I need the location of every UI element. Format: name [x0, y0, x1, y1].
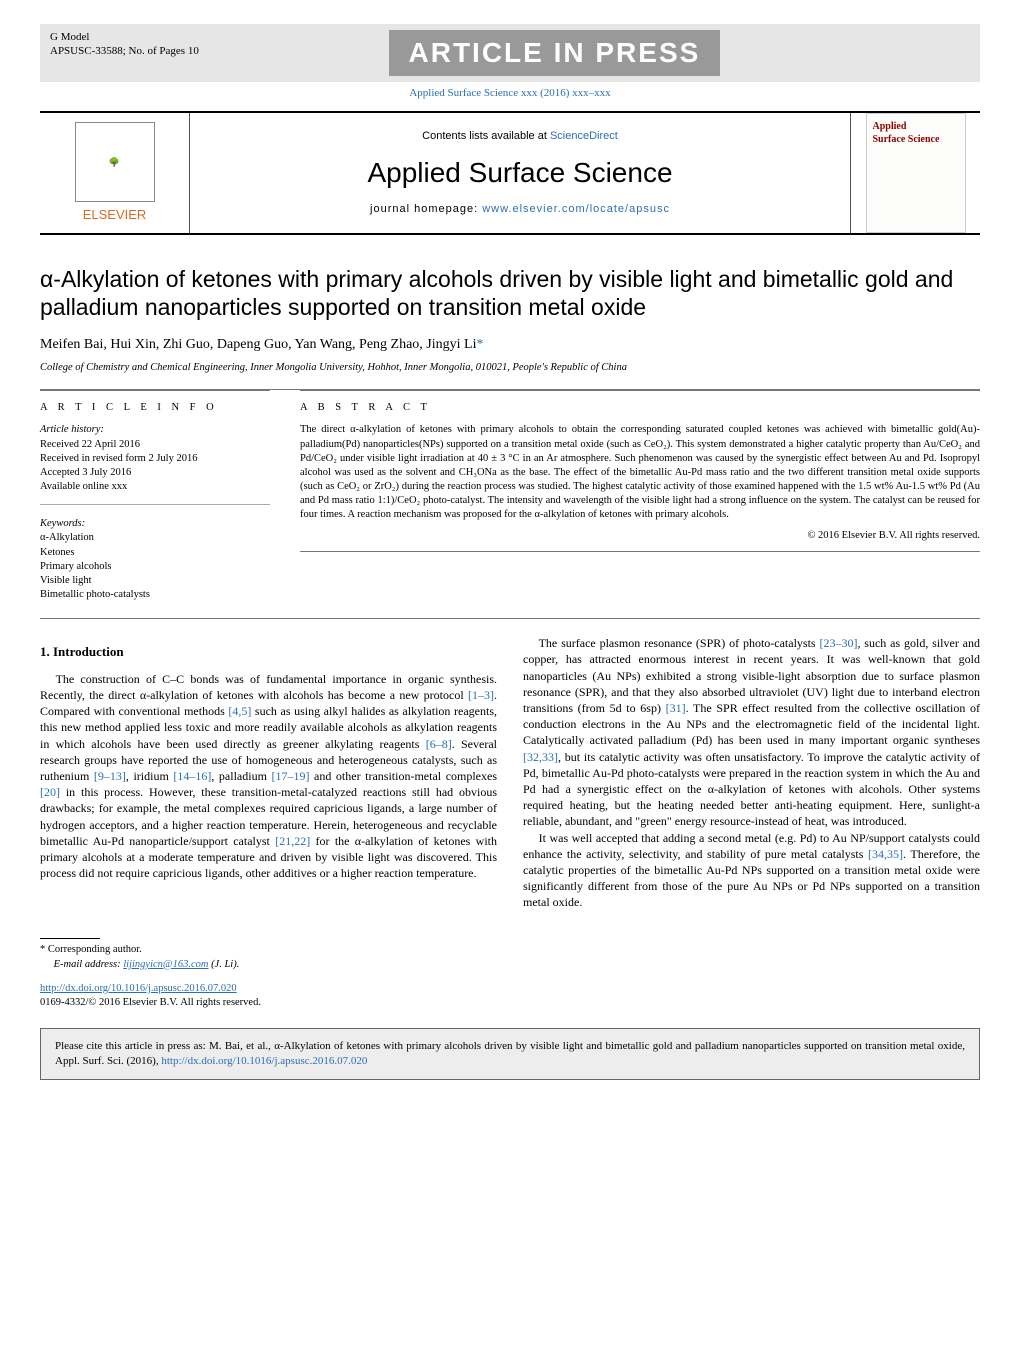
elsevier-logo-cell: 🌳 ELSEVIER: [40, 113, 190, 233]
email-line: E-mail address: lijingyicn@163.com (J. L…: [40, 958, 980, 972]
doi-link[interactable]: http://dx.doi.org/10.1016/j.apsusc.2016.…: [40, 983, 237, 994]
abstract-heading: A B S T R A C T: [300, 401, 980, 415]
accepted-date: Accepted 3 July 2016: [40, 466, 270, 480]
keyword-2: Ketones: [40, 546, 270, 560]
corresponding-mark: *: [476, 337, 483, 352]
homepage-label: journal homepage:: [370, 203, 482, 215]
footer-block: * Corresponding author. E-mail address: …: [40, 938, 980, 1010]
revised-date: Received in revised form 2 July 2016: [40, 452, 270, 466]
contents-prefix: Contents lists available at: [422, 130, 550, 142]
body-paragraph-1: The construction of C–C bonds was of fun…: [40, 671, 497, 881]
cover-line1: Applied: [873, 120, 959, 134]
keyword-1: α-Alkylation: [40, 531, 270, 545]
journal-cover-thumb: Applied Surface Science: [866, 113, 966, 233]
body-paragraph-2: The surface plasmon resonance (SPR) of p…: [523, 635, 980, 829]
journal-name: Applied Surface Science: [190, 154, 850, 192]
journal-masthead: 🌳 ELSEVIER Contents lists available at S…: [40, 111, 980, 235]
masthead-center: Contents lists available at ScienceDirec…: [190, 113, 850, 233]
gmodel-block: G Model APSUSC-33588; No. of Pages 10: [50, 30, 199, 59]
keyword-3: Primary alcohols: [40, 560, 270, 574]
ref-32-33[interactable]: [32,33]: [523, 750, 558, 764]
ref-6-8[interactable]: [6–8]: [426, 737, 452, 751]
manuscript-code: APSUSC-33588; No. of Pages 10: [50, 44, 199, 58]
ref-23-30[interactable]: [23–30]: [819, 636, 857, 650]
article-info-heading: A R T I C L E I N F O: [40, 401, 270, 415]
cite-in-press-box: Please cite this article in press as: M.…: [40, 1028, 980, 1080]
in-press-banner: ARTICLE IN PRESS: [389, 30, 721, 76]
gmodel-label: G Model: [50, 30, 199, 44]
doi-line: http://dx.doi.org/10.1016/j.apsusc.2016.…: [40, 982, 980, 996]
journal-ref-line: Applied Surface Science xxx (2016) xxx–x…: [40, 86, 980, 101]
affiliation: College of Chemistry and Chemical Engine…: [40, 361, 980, 375]
ref-31[interactable]: [31]: [666, 701, 686, 715]
ref-20[interactable]: [20]: [40, 785, 60, 799]
abstract-copyright: © 2016 Elsevier B.V. All rights reserved…: [300, 529, 980, 543]
info-inner-rule: [40, 504, 270, 505]
elsevier-wordmark: ELSEVIER: [83, 206, 147, 224]
info-abstract-row: A R T I C L E I N F O Article history: R…: [40, 390, 980, 602]
article-info-block: A R T I C L E I N F O Article history: R…: [40, 390, 270, 602]
corresponding-author-note: * Corresponding author.: [40, 943, 980, 957]
body-paragraph-3: It was well accepted that adding a secon…: [523, 830, 980, 911]
journal-homepage-line: journal homepage: www.elsevier.com/locat…: [190, 202, 850, 217]
ref-17-19[interactable]: [17–19]: [271, 769, 309, 783]
ref-14-16[interactable]: [14–16]: [173, 769, 211, 783]
ref-9-13[interactable]: [9–13]: [94, 769, 126, 783]
footnote-rule: [40, 938, 100, 939]
abstract-bottom-rule: [300, 551, 980, 552]
history-label: Article history:: [40, 423, 270, 437]
rule-below-abstract: [40, 618, 980, 619]
issn-copyright-line: 0169-4332/© 2016 Elsevier B.V. All right…: [40, 996, 980, 1010]
authors-text: Meifen Bai, Hui Xin, Zhi Guo, Dapeng Guo…: [40, 337, 476, 352]
abstract-text: The direct α-alkylation of ketones with …: [300, 423, 980, 522]
elsevier-tree-icon: 🌳: [75, 122, 155, 202]
contents-available-line: Contents lists available at ScienceDirec…: [190, 129, 850, 144]
ref-1-3[interactable]: [1–3]: [468, 688, 494, 702]
email-suffix: (J. Li).: [208, 959, 239, 970]
preprint-top-bar: G Model APSUSC-33588; No. of Pages 10 AR…: [40, 24, 980, 82]
section-1-title: Introduction: [53, 644, 124, 659]
section-1-number: 1.: [40, 644, 50, 659]
ref-21-22[interactable]: [21,22]: [275, 834, 310, 848]
journal-homepage-link[interactable]: www.elsevier.com/locate/apsusc: [482, 203, 670, 215]
cover-line2: Surface Science: [873, 133, 959, 147]
section-1-heading: 1. Introduction: [40, 643, 497, 661]
citebox-doi-link[interactable]: http://dx.doi.org/10.1016/j.apsusc.2016.…: [161, 1055, 367, 1067]
received-date: Received 22 April 2016: [40, 438, 270, 452]
sciencedirect-link[interactable]: ScienceDirect: [550, 130, 618, 142]
author-list: Meifen Bai, Hui Xin, Zhi Guo, Dapeng Guo…: [40, 336, 980, 355]
article-title: α-Alkylation of ketones with primary alc…: [40, 265, 980, 323]
keyword-4: Visible light: [40, 574, 270, 588]
email-label: E-mail address:: [54, 959, 124, 970]
in-press-row: ARTICLE IN PRESS: [389, 30, 721, 76]
abstract-block: A B S T R A C T The direct α-alkylation …: [300, 390, 980, 602]
ref-4-5[interactable]: [4,5]: [228, 704, 251, 718]
keyword-5: Bimetallic photo-catalysts: [40, 588, 270, 602]
online-date: Available online xxx: [40, 480, 270, 494]
journal-cover-cell: Applied Surface Science: [850, 113, 980, 233]
article-body: 1. Introduction The construction of C–C …: [40, 635, 980, 910]
keywords-label: Keywords:: [40, 517, 270, 531]
email-link[interactable]: lijingyicn@163.com: [123, 959, 208, 970]
ref-34-35[interactable]: [34,35]: [868, 847, 903, 861]
